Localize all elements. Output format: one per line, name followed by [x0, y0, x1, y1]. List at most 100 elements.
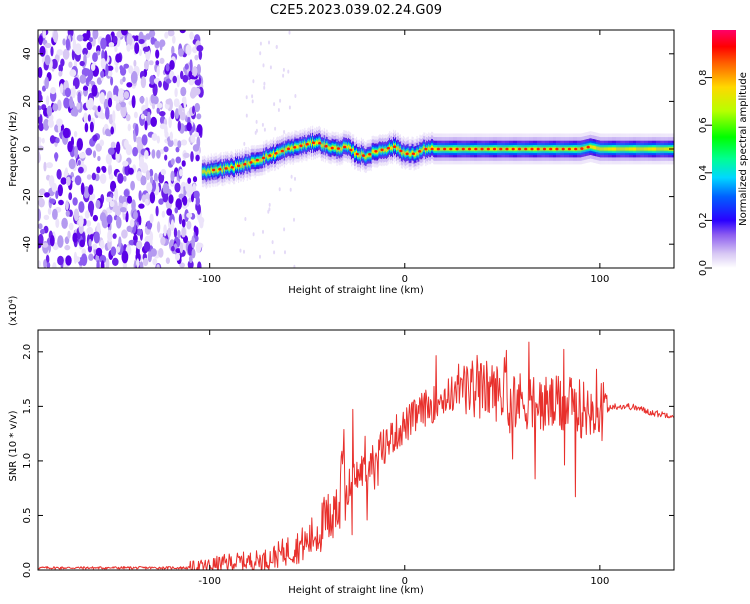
noise-cell	[83, 112, 88, 123]
noise-cell	[149, 213, 154, 224]
noise-cell	[110, 141, 116, 149]
ridge-peak	[286, 147, 291, 151]
ridge-peak	[505, 147, 509, 151]
noise-cell	[172, 75, 177, 84]
noise-cell	[90, 63, 96, 71]
noise-cell	[46, 95, 50, 106]
snr-panel: -100 0 100 0.0 0.5 1.0 1.5 2.0 Height of strai…	[8, 295, 675, 596]
noise-cell	[165, 257, 170, 265]
ridge-cell	[297, 145, 299, 149]
ridge-cell	[327, 146, 329, 149]
ridge-peak	[349, 148, 353, 152]
noise-cell	[155, 205, 159, 217]
ridge-cell	[311, 143, 313, 147]
noise-cell	[163, 146, 169, 153]
noise-cell	[155, 49, 160, 59]
noise-cell	[259, 51, 262, 56]
noise-cell	[136, 240, 143, 250]
ridge-cell	[326, 143, 328, 147]
noise-cell	[114, 187, 119, 201]
ridge-cell	[397, 146, 399, 150]
noise-cell	[133, 210, 138, 220]
ridge-cell	[635, 147, 637, 151]
noise-cell	[100, 70, 105, 78]
noise-cell	[53, 30, 59, 43]
ridge-cell	[552, 147, 554, 151]
ridge-cell	[205, 172, 207, 175]
noise-cell	[254, 130, 257, 135]
noise-cell	[277, 108, 280, 112]
ridge-cell	[221, 168, 223, 172]
noise-cell	[170, 110, 175, 120]
noise-cell	[181, 227, 186, 238]
noise-cell	[62, 48, 70, 60]
ridge-cell	[214, 170, 216, 173]
ridge-cell	[657, 147, 659, 151]
y-tick-label: -20	[22, 188, 33, 204]
noise-cell	[67, 230, 71, 239]
noise-cell	[38, 105, 42, 111]
ridge-peak	[355, 152, 359, 156]
ridge-cell	[534, 147, 536, 151]
ridge-cell	[591, 145, 593, 149]
noise-cell	[104, 128, 111, 137]
noise-cell	[85, 147, 93, 156]
noise-cell	[92, 150, 97, 158]
noise-cell	[191, 248, 196, 259]
ridge-cell	[301, 145, 303, 149]
ridge-cell	[294, 144, 296, 148]
ridge-cell	[611, 147, 613, 151]
noise-cell	[149, 231, 154, 243]
ridge-peak	[230, 166, 234, 169]
ridge-cell	[370, 154, 372, 158]
ridge-cell	[608, 147, 610, 151]
noise-cell	[66, 176, 71, 186]
ridge-cell	[379, 148, 381, 151]
ridge-peak	[549, 147, 553, 151]
ridge-cell	[403, 151, 405, 155]
snr-x-ticks: -100 0 100	[198, 330, 609, 587]
ridge-cell	[564, 147, 566, 151]
noise-cell	[153, 96, 159, 105]
ridge-peak	[424, 147, 428, 151]
ridge-cell	[542, 147, 544, 151]
ridge-cell	[541, 147, 543, 151]
noise-cell	[262, 63, 265, 68]
noise-cell	[263, 81, 266, 86]
noise-cell	[79, 60, 85, 67]
ridge-cell	[503, 147, 505, 151]
ridge-cell	[402, 150, 404, 153]
noise-cell	[252, 79, 255, 84]
noise-cell	[166, 208, 173, 216]
ridge-cell	[253, 159, 255, 163]
ridge-cell	[235, 163, 237, 167]
ridge-cell	[631, 147, 633, 151]
ridge-cell	[249, 163, 251, 166]
ridge-cell	[565, 147, 567, 151]
noise-cell	[38, 260, 41, 268]
ridge-cell	[578, 147, 580, 151]
colorbar-tick-label: 0.6	[698, 117, 709, 133]
ridge-cell	[273, 151, 275, 155]
noise-cell	[194, 131, 199, 138]
noise-cell	[72, 38, 77, 52]
noise-cell	[74, 43, 82, 56]
ridge-cell	[225, 165, 227, 169]
ridge-peak	[449, 147, 453, 151]
noise-cell	[192, 183, 197, 194]
noise-cell	[150, 248, 157, 257]
noise-cell	[92, 134, 98, 142]
ridge-cell	[215, 166, 217, 170]
noise-cell	[177, 120, 181, 132]
ridge-cell	[622, 147, 624, 151]
noise-cell	[164, 31, 169, 39]
noise-cell	[100, 260, 105, 268]
noise-cell	[138, 215, 142, 226]
ridge-peak	[492, 147, 497, 151]
noise-cell	[144, 120, 148, 131]
noise-cell	[125, 210, 129, 223]
noise-cell	[82, 47, 88, 56]
ridge-cell	[425, 149, 427, 153]
noise-cell	[118, 236, 122, 250]
noise-cell	[192, 105, 195, 115]
